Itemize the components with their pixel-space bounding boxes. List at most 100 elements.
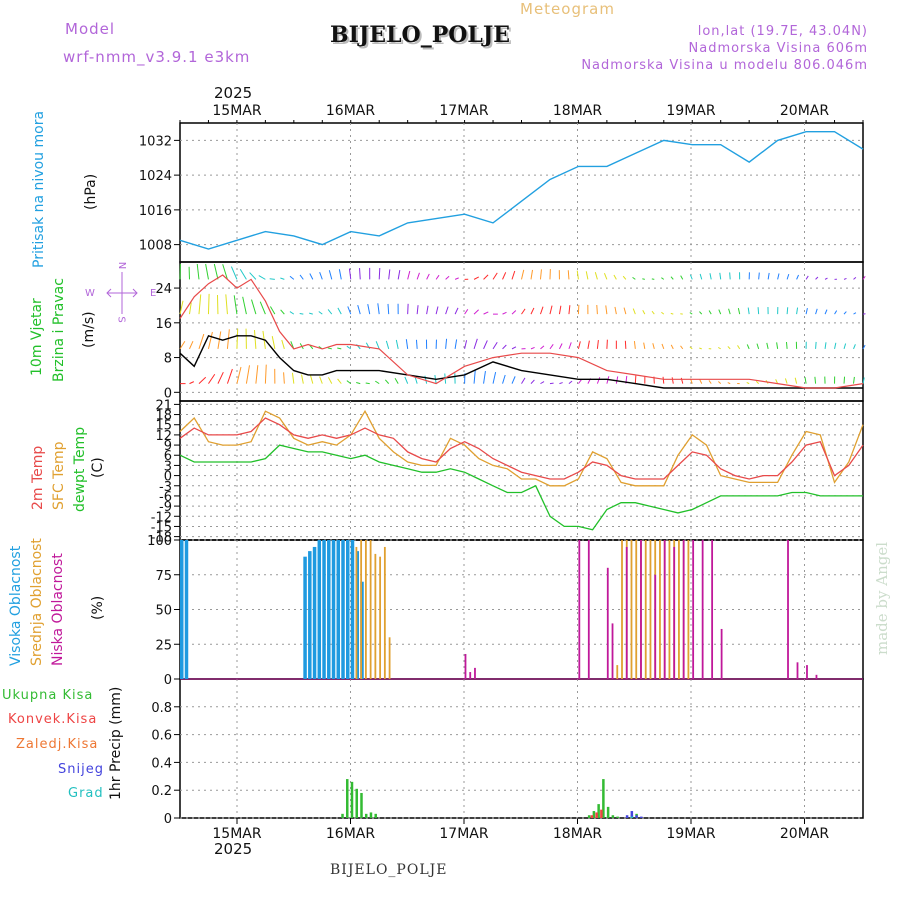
meteogram-label: Meteogram bbox=[520, 0, 615, 18]
wind-barb bbox=[853, 376, 855, 384]
precip-bar-ukupna-kisa bbox=[592, 811, 596, 818]
wind-barb bbox=[530, 307, 535, 315]
wind-barb bbox=[756, 343, 760, 350]
wind-barb bbox=[727, 346, 731, 350]
pressure-tick-label: 1032 bbox=[139, 134, 172, 149]
wind-barb bbox=[483, 370, 486, 384]
wind-barb bbox=[786, 307, 789, 315]
wind-barb bbox=[530, 269, 534, 280]
wind-barb bbox=[613, 274, 617, 280]
mid-cloud-bar bbox=[360, 540, 363, 679]
low-cloud-bar bbox=[606, 567, 609, 679]
wind-barb bbox=[815, 308, 818, 315]
temp-sfc-line bbox=[179, 409, 864, 487]
wind-barb bbox=[785, 341, 788, 349]
precip-bar-snijeg bbox=[630, 811, 634, 818]
page-title: BIJELO_POLJE bbox=[330, 22, 511, 48]
wind-barb bbox=[511, 346, 517, 350]
wind-barb bbox=[805, 308, 808, 315]
high-cloud-bar bbox=[308, 551, 312, 679]
wind-barb bbox=[281, 339, 285, 350]
wind-barb bbox=[777, 273, 780, 280]
low-cloud-bar bbox=[692, 540, 695, 679]
low-cloud-bar bbox=[796, 662, 799, 679]
wind-barb bbox=[502, 374, 506, 384]
wind-barb bbox=[394, 378, 399, 384]
wind-barb bbox=[416, 272, 420, 280]
footer-station: BIJELO_POLJE bbox=[330, 862, 448, 878]
wind-barb bbox=[319, 272, 323, 280]
precip-bar-snijeg bbox=[625, 815, 629, 818]
high-cloud-bar bbox=[180, 540, 184, 679]
wind-barb bbox=[242, 296, 247, 315]
low-cloud-bar bbox=[720, 628, 723, 679]
wind-barb bbox=[824, 277, 828, 280]
wind-tick-label: 16 bbox=[155, 317, 172, 332]
bottom-date-15MAR: 15MAR bbox=[212, 826, 261, 842]
temp-tick-label: 0 bbox=[164, 470, 172, 485]
wind-barb bbox=[426, 305, 429, 315]
wind-barb bbox=[407, 270, 411, 280]
mid-cloud-bar bbox=[355, 546, 358, 679]
wind-barb bbox=[549, 305, 553, 315]
wind-tick-label: 24 bbox=[155, 282, 172, 297]
low-cloud-bar bbox=[464, 653, 467, 679]
wind-barb bbox=[699, 311, 703, 315]
wind-barb bbox=[729, 272, 731, 280]
wind-barb bbox=[415, 339, 418, 349]
wind-barb bbox=[747, 307, 750, 315]
wind-barb bbox=[473, 370, 476, 384]
top-date-19MAR: 19MAR bbox=[666, 103, 715, 119]
precip-bar-ukupna-kisa bbox=[369, 812, 373, 818]
precip-tick-label: 0 bbox=[164, 812, 172, 827]
wind-barb bbox=[464, 340, 468, 349]
top-date-17MAR: 17MAR bbox=[439, 103, 488, 119]
wind-barb bbox=[346, 345, 352, 350]
mid-cloud-bar bbox=[635, 540, 638, 679]
high-cloud-bar bbox=[327, 540, 331, 679]
wind-barb bbox=[445, 338, 448, 349]
wind-barb bbox=[309, 312, 313, 315]
high-cloud-bar bbox=[346, 540, 350, 679]
wind-barb bbox=[796, 307, 799, 315]
mid-cloud-bar bbox=[659, 540, 661, 679]
wind-barb bbox=[253, 330, 257, 349]
wind-barb bbox=[728, 308, 731, 315]
low-cloud-bar bbox=[673, 546, 676, 679]
wind-barb bbox=[689, 346, 693, 350]
wind-barb bbox=[207, 331, 213, 349]
wind-barb bbox=[299, 274, 304, 280]
legend-rain: Ukupna Kisa bbox=[2, 688, 94, 703]
precip-bar-ukupna-kisa bbox=[587, 815, 591, 818]
cloud-tick-label: 75 bbox=[155, 569, 172, 584]
temp-dewpt-line bbox=[179, 444, 863, 531]
temp-tick-label: 3 bbox=[164, 459, 172, 474]
wind-barb bbox=[198, 376, 207, 384]
wind-barb bbox=[454, 307, 459, 315]
wind-barb bbox=[796, 274, 800, 280]
wind-barb bbox=[689, 274, 693, 280]
wind-barb bbox=[670, 312, 674, 315]
wind-barb bbox=[596, 304, 598, 315]
wind-barb bbox=[596, 339, 599, 349]
wind-barb bbox=[337, 378, 342, 384]
wind-barb bbox=[225, 294, 228, 315]
legend-snow: Snijeg bbox=[58, 762, 104, 777]
low-cloud-bar bbox=[711, 540, 714, 679]
wind-barb bbox=[623, 307, 627, 315]
wind-barb bbox=[269, 278, 275, 280]
wind-barb bbox=[834, 310, 838, 315]
wind-barb bbox=[530, 346, 535, 350]
wind-barb bbox=[416, 305, 419, 315]
wind-barb bbox=[539, 269, 542, 280]
wind-barb bbox=[337, 347, 342, 350]
precip-bar-ukupna-kisa bbox=[355, 788, 358, 818]
wind-barb bbox=[709, 273, 712, 280]
wind-barb bbox=[367, 304, 371, 315]
cloud-tick-label: 0 bbox=[164, 673, 172, 688]
high-cloud-bar bbox=[312, 546, 317, 679]
mid-cloud-bar bbox=[649, 540, 652, 679]
wind-barb bbox=[318, 311, 323, 315]
wind-barb bbox=[301, 374, 304, 384]
wind-barb bbox=[189, 381, 195, 385]
